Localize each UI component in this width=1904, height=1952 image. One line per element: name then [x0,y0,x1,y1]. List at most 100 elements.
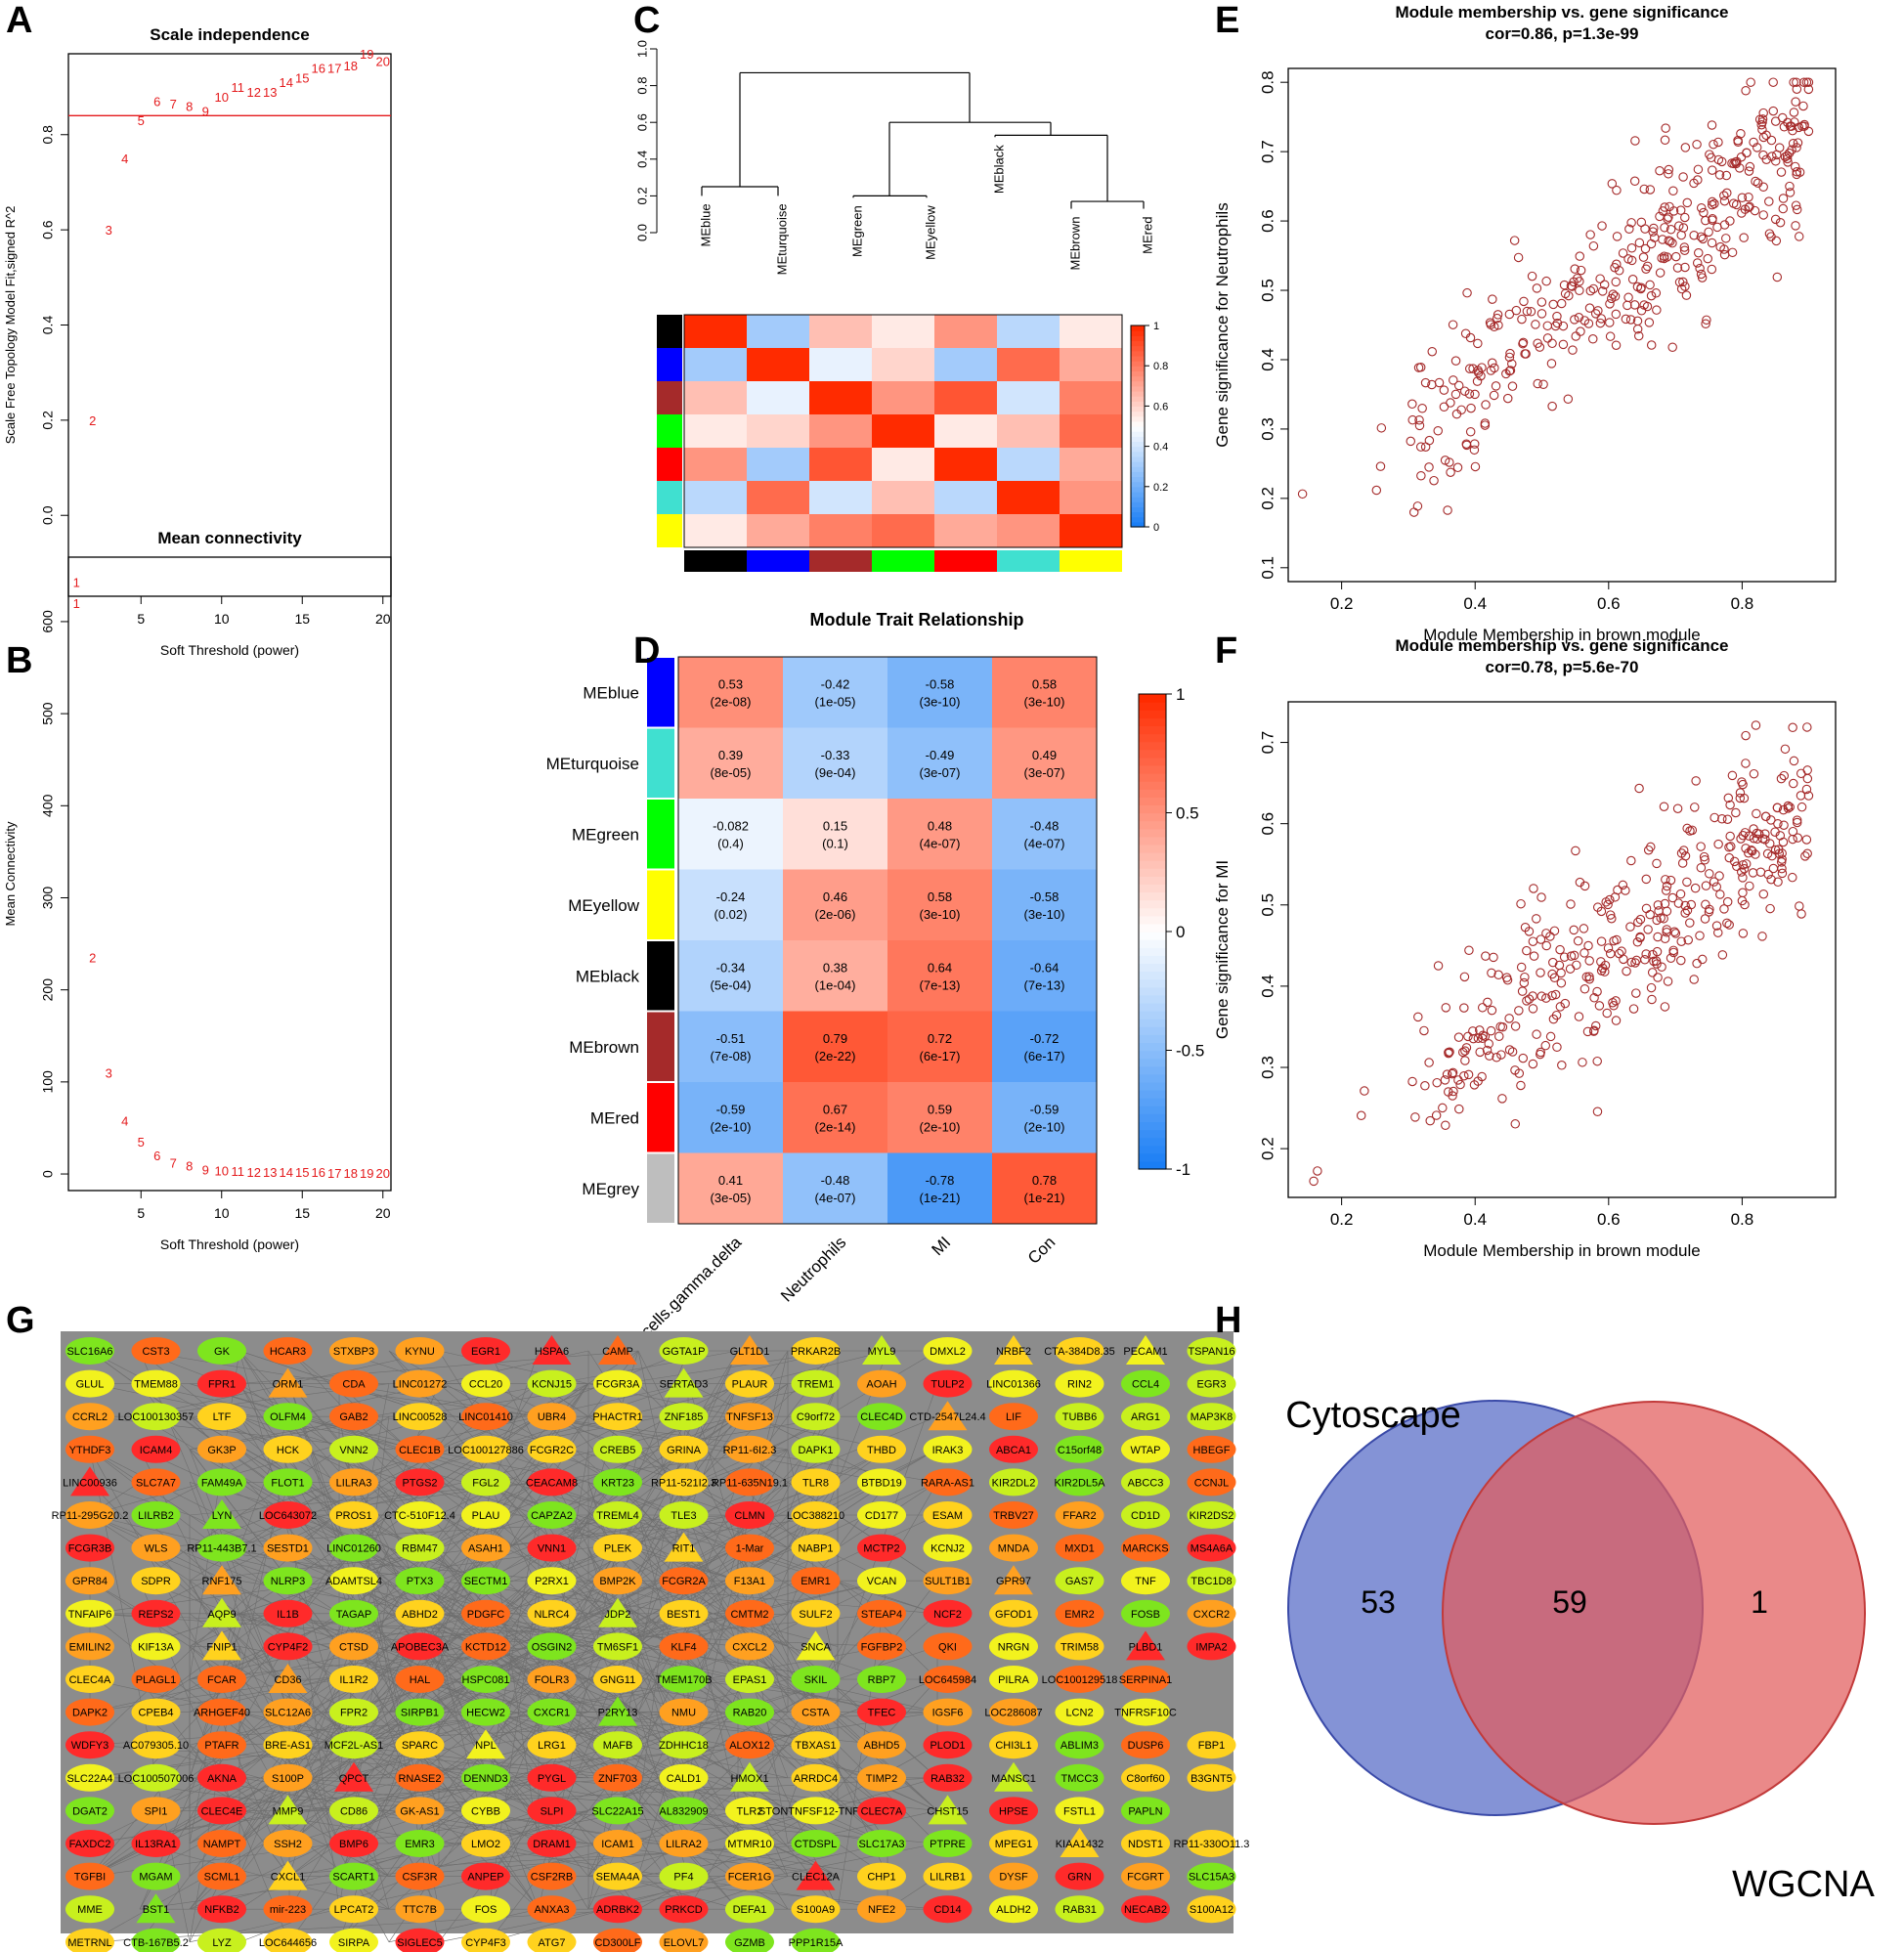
cell-pvalue: (1e-04) [815,977,856,992]
data-point [1761,130,1771,141]
network-node-label: HCK [277,1445,300,1456]
network-node-label: MS4A6A [1190,1543,1233,1555]
network-node [725,1468,774,1497]
network-node [857,1567,906,1595]
legend-swatch [1139,1073,1166,1083]
data-point [1682,905,1693,916]
data-point [1529,884,1538,893]
network-node-label: TIMP2 [866,1773,897,1785]
network-node-label: CSF2RB [531,1872,573,1884]
network-node-label: KLF4 [671,1641,696,1653]
data-point [1661,123,1670,133]
network-node-label: VCAN [867,1576,897,1587]
data-point [1792,204,1802,215]
network-node-label: KIR2DL2 [992,1477,1036,1489]
network-node-label: TBC1D8 [1190,1576,1232,1587]
legend-swatch [1139,1098,1166,1106]
network-node [1055,1862,1104,1890]
data-point [1605,948,1616,959]
data-point [1670,929,1681,938]
data-point [1552,318,1563,328]
data-point [1783,803,1794,813]
data-point [1493,313,1502,324]
network-node-label: RIN2 [1067,1379,1092,1391]
data-point [1494,1031,1504,1042]
data-point [1788,834,1797,845]
data-point [1488,294,1497,304]
legend-swatch [1131,506,1145,513]
network-node [725,1534,774,1562]
data-point [1419,1025,1429,1036]
data-point [1676,230,1686,240]
plot-frame [67,556,392,1192]
data-point [1633,330,1644,341]
network-node [329,1797,378,1825]
network-edge [737,1547,789,1844]
data-point [1709,139,1718,150]
data-point [1454,1104,1464,1114]
data-point [1681,290,1692,300]
network-node [527,1468,577,1497]
heatmap-cell [992,1152,1097,1224]
network-node [725,1501,774,1529]
network-node [923,1567,973,1595]
data-point [1757,114,1768,124]
network-node [527,1403,577,1431]
data-point [1664,164,1674,175]
network-node [923,1731,973,1759]
panel-label-g: G [6,1300,35,1341]
network-node [659,1435,709,1463]
cell-value: -0.42 [821,676,850,691]
data-point [1605,299,1615,309]
data-point [1516,1080,1526,1091]
network-node [131,1534,181,1562]
data-point [1708,213,1717,224]
data-point [1516,962,1527,973]
data-point [1623,292,1633,303]
data-point [1444,1087,1453,1097]
data-point [1568,345,1578,355]
y-tick-label: 0.5 [1258,893,1277,917]
network-node [791,1698,841,1726]
network-node [395,1731,445,1759]
cell-value: -0.51 [716,1031,746,1046]
network-node-label: AL832909 [659,1805,708,1817]
network-node-label: CHI3L1 [995,1740,1031,1752]
network-node [1187,1534,1236,1562]
data-point [1488,358,1497,369]
data-point [1668,945,1678,956]
data-point [1654,906,1664,916]
data-point [1588,283,1599,294]
legend-swatch [1131,491,1145,498]
network-node-label: F13A1 [734,1576,765,1587]
data-point [1556,298,1567,309]
network-node-label: FNIP1 [206,1641,237,1653]
data-point [1309,1176,1319,1187]
network-node-label: CLEC7A [861,1805,903,1817]
network-node-label: TREM1 [798,1379,834,1391]
data-point [1502,393,1513,404]
data-point [1793,833,1803,843]
heatmap-cell [747,514,809,547]
y-tick-label: 0.6 [1258,209,1277,233]
data-point-label: 2 [89,951,96,966]
data-point [1682,823,1692,834]
network-node [65,1797,114,1825]
network-node [329,1403,378,1431]
network-node-label: EMILIN2 [69,1641,111,1653]
network-panel: SLC16A6 CST3 GK HCAR3 STXBP3 KYNU EGR1 HSPA6 CAM… [52,1331,1249,1952]
heatmap-cell [684,381,747,414]
y-tick-label: 0.6 [40,220,56,239]
network-node [1187,1830,1236,1857]
network-node [791,1534,841,1562]
network-node [65,1369,114,1398]
network-node [1055,1632,1104,1661]
data-point [1461,1043,1472,1053]
data-point [1445,457,1454,467]
legend-swatch [1131,335,1145,342]
network-node-label: S100P [272,1773,304,1785]
network-node [923,1763,973,1792]
data-point [1617,946,1626,956]
data-point [1653,973,1663,982]
